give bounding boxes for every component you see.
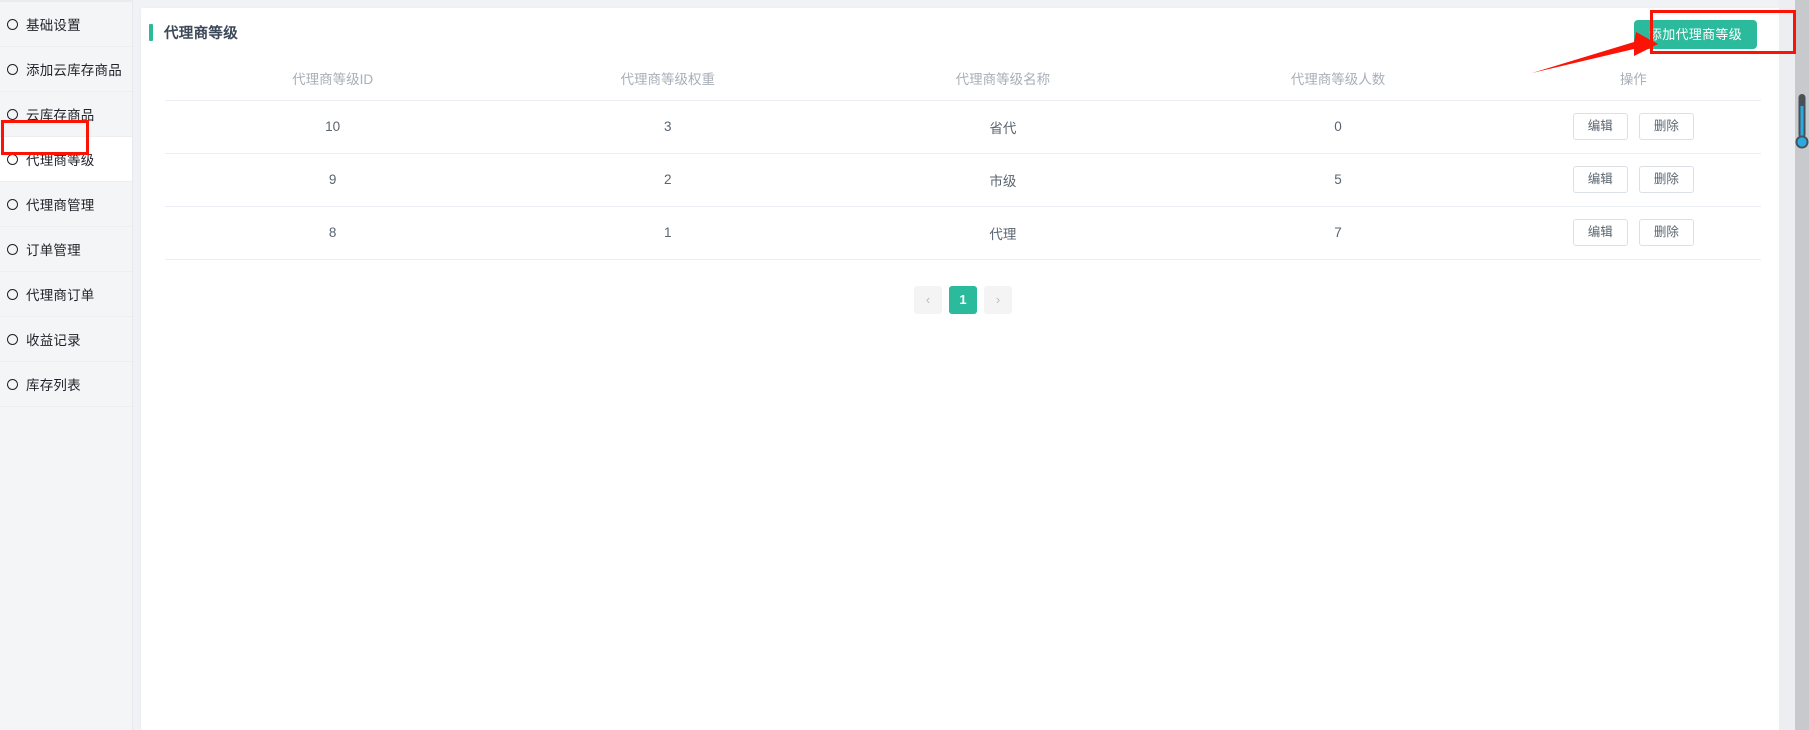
cell-weight: 1 xyxy=(500,206,836,260)
action-button-group: 编辑 删除 xyxy=(1506,166,1761,193)
sidebar-item-label: 订单管理 xyxy=(26,243,81,258)
sidebar-item-label: 代理商管理 xyxy=(26,198,95,213)
delete-button[interactable]: 删除 xyxy=(1638,166,1694,193)
card-header: 代理商等级 添加代理商等级 xyxy=(141,8,1785,56)
table-row: 8 1 代理 7 编辑 删除 xyxy=(165,206,1761,260)
column-header-action: 操作 xyxy=(1505,56,1761,101)
circle-icon xyxy=(7,153,18,165)
cell-count: 5 xyxy=(1170,153,1506,207)
cell-name: 省代 xyxy=(835,100,1171,154)
agent-level-card: 代理商等级 添加代理商等级 代理商等级ID 代理商等级权重 代理商等级名称 代理… xyxy=(141,8,1785,730)
sidebar-item-label: 收益记录 xyxy=(26,333,81,348)
delete-button[interactable]: 删除 xyxy=(1638,219,1694,246)
action-button-group: 编辑 删除 xyxy=(1506,219,1761,246)
sidebar-item-agent-level[interactable]: 代理商等级 xyxy=(0,137,132,182)
cell-id: 9 xyxy=(165,153,501,207)
sidebar-item-label: 添加云库存商品 xyxy=(26,63,122,78)
table-body: 10 3 省代 0 编辑 删除 9 xyxy=(165,100,1761,260)
circle-icon xyxy=(7,198,18,210)
cell-id: 8 xyxy=(165,206,501,260)
circle-icon xyxy=(7,243,18,255)
edit-button[interactable]: 编辑 xyxy=(1572,113,1628,140)
cell-weight: 3 xyxy=(500,100,836,154)
cell-name: 代理 xyxy=(835,206,1171,260)
table-head: 代理商等级ID 代理商等级权重 代理商等级名称 代理商等级人数 操作 xyxy=(165,56,1761,101)
sidebar-item-agent-orders[interactable]: 代理商订单 xyxy=(0,272,132,317)
sidebar-item-basic-settings[interactable]: 基础设置 xyxy=(0,2,132,47)
column-header-id: 代理商等级ID xyxy=(165,56,501,101)
sidebar-item-cloud-stock-product[interactable]: 云库存商品 xyxy=(0,92,132,137)
delete-button[interactable]: 删除 xyxy=(1638,113,1694,140)
add-agent-level-button[interactable]: 添加代理商等级 xyxy=(1633,20,1757,49)
sidebar-item-label: 代理商订单 xyxy=(26,288,95,303)
scrollbar-track[interactable] xyxy=(1795,0,1809,730)
sidebar-item-earnings-record[interactable]: 收益记录 xyxy=(0,317,132,362)
cell-name: 市级 xyxy=(835,153,1171,207)
sidebar-item-label: 云库存商品 xyxy=(26,108,95,123)
cell-id: 10 xyxy=(165,100,501,154)
scrollbar-gutter xyxy=(1779,0,1795,730)
edit-button[interactable]: 编辑 xyxy=(1572,219,1628,246)
table-header-row: 代理商等级ID 代理商等级权重 代理商等级名称 代理商等级人数 操作 xyxy=(165,56,1761,101)
sidebar-item-order-management[interactable]: 订单管理 xyxy=(0,227,132,272)
main-content: 代理商等级 添加代理商等级 代理商等级ID 代理商等级权重 代理商等级名称 代理… xyxy=(133,0,1809,730)
circle-icon xyxy=(7,333,18,345)
table-container: 代理商等级ID 代理商等级权重 代理商等级名称 代理商等级人数 操作 10 3 … xyxy=(141,56,1785,314)
pagination: ‹ 1 › xyxy=(165,285,1761,314)
pagination-prev-button[interactable]: ‹ xyxy=(914,285,942,314)
cell-count: 0 xyxy=(1170,100,1506,154)
action-button-group: 编辑 删除 xyxy=(1506,113,1761,140)
pagination-next-button[interactable]: › xyxy=(984,285,1012,314)
sidebar: 基础设置 添加云库存商品 云库存商品 代理商等级 代理商管理 订单管理 代理商订… xyxy=(0,0,133,730)
column-header-name: 代理商等级名称 xyxy=(835,56,1171,101)
circle-icon xyxy=(7,108,18,120)
header-accent-bar xyxy=(149,23,153,41)
table-row: 10 3 省代 0 编辑 删除 xyxy=(165,100,1761,154)
scroll-thumb-icon[interactable] xyxy=(1795,92,1809,152)
sidebar-item-stock-list[interactable]: 库存列表 xyxy=(0,362,132,407)
table-row: 9 2 市级 5 编辑 删除 xyxy=(165,153,1761,207)
cell-actions: 编辑 删除 xyxy=(1505,206,1761,260)
sidebar-item-add-cloud-stock-product[interactable]: 添加云库存商品 xyxy=(0,47,132,92)
column-header-weight: 代理商等级权重 xyxy=(500,56,836,101)
sidebar-item-label: 库存列表 xyxy=(26,378,81,393)
pagination-page-1[interactable]: 1 xyxy=(949,285,977,314)
sidebar-item-label: 代理商等级 xyxy=(26,153,95,168)
sidebar-item-label: 基础设置 xyxy=(26,18,81,33)
column-header-count: 代理商等级人数 xyxy=(1170,56,1506,101)
cell-count: 7 xyxy=(1170,206,1506,260)
sidebar-top-divider xyxy=(0,0,132,2)
circle-icon xyxy=(7,18,18,30)
agent-level-table: 代理商等级ID 代理商等级权重 代理商等级名称 代理商等级人数 操作 10 3 … xyxy=(165,56,1761,260)
circle-icon xyxy=(7,63,18,75)
cell-actions: 编辑 删除 xyxy=(1505,100,1761,154)
cell-weight: 2 xyxy=(500,153,836,207)
circle-icon xyxy=(7,288,18,300)
circle-icon xyxy=(7,378,18,390)
cell-actions: 编辑 删除 xyxy=(1505,153,1761,207)
page-title: 代理商等级 xyxy=(164,25,238,42)
sidebar-item-agent-management[interactable]: 代理商管理 xyxy=(0,182,132,227)
edit-button[interactable]: 编辑 xyxy=(1572,166,1628,193)
